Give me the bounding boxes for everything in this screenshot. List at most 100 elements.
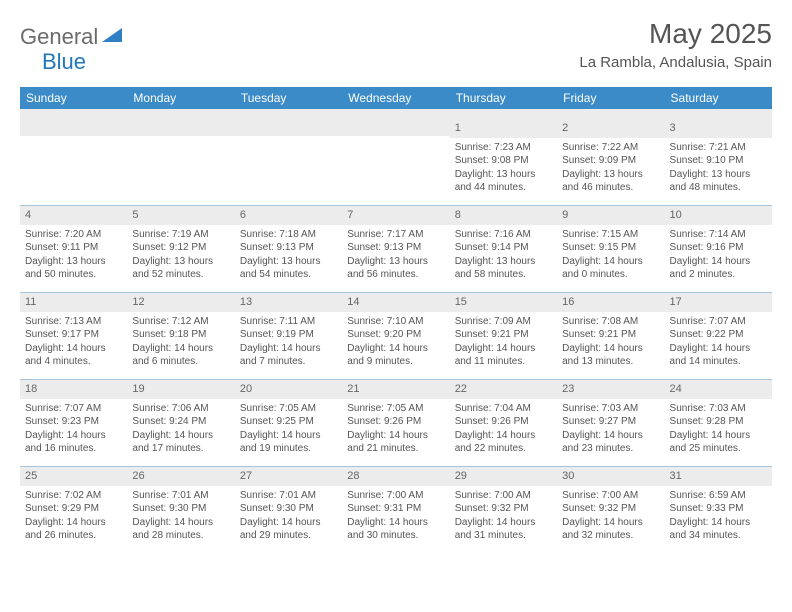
day-number: 4 xyxy=(20,206,127,225)
day-number: 18 xyxy=(20,380,127,399)
daylight-line: Daylight: 14 hours and 2 minutes. xyxy=(670,255,767,282)
daylight-line: Daylight: 14 hours and 21 minutes. xyxy=(347,429,444,456)
week-row: 4Sunrise: 7:20 AMSunset: 9:11 PMDaylight… xyxy=(20,205,772,292)
day-cell xyxy=(127,119,234,205)
day-cell: 5Sunrise: 7:19 AMSunset: 9:12 PMDaylight… xyxy=(127,206,234,292)
day-header: Thursday xyxy=(450,87,557,109)
day-number: 3 xyxy=(665,119,772,138)
day-number: 30 xyxy=(557,467,664,486)
daylight-line: Daylight: 13 hours and 46 minutes. xyxy=(562,168,659,195)
daylight-line: Daylight: 14 hours and 0 minutes. xyxy=(562,255,659,282)
day-cell: 21Sunrise: 7:05 AMSunset: 9:26 PMDayligh… xyxy=(342,380,449,466)
sunrise-line: Sunrise: 7:06 AM xyxy=(132,402,229,416)
day-number: 2 xyxy=(557,119,664,138)
sunset-line: Sunset: 9:25 PM xyxy=(240,415,337,429)
day-number: 15 xyxy=(450,293,557,312)
sunset-line: Sunset: 9:17 PM xyxy=(25,328,122,342)
sunset-line: Sunset: 9:30 PM xyxy=(132,502,229,516)
sunset-line: Sunset: 9:18 PM xyxy=(132,328,229,342)
day-cell: 20Sunrise: 7:05 AMSunset: 9:25 PMDayligh… xyxy=(235,380,342,466)
sunset-line: Sunset: 9:16 PM xyxy=(670,241,767,255)
day-number xyxy=(127,119,234,136)
day-cell: 31Sunrise: 6:59 AMSunset: 9:33 PMDayligh… xyxy=(665,467,772,553)
day-number: 5 xyxy=(127,206,234,225)
daylight-line: Daylight: 14 hours and 30 minutes. xyxy=(347,516,444,543)
sunset-line: Sunset: 9:33 PM xyxy=(670,502,767,516)
brand-triangle-icon xyxy=(102,26,124,49)
brand-name-1: General xyxy=(20,24,98,50)
day-cell: 9 Sunrise: 7:15 AMSunset: 9:15 PMDaylight… xyxy=(557,206,664,292)
day-cell: 19Sunrise: 7:06 AMSunset: 9:24 PMDayligh… xyxy=(127,380,234,466)
daylight-line: Daylight: 14 hours and 7 minutes. xyxy=(240,342,337,369)
sunrise-line: Sunrise: 7:16 AM xyxy=(455,228,552,242)
sunrise-line: Sunrise: 7:01 AM xyxy=(132,489,229,503)
week-row: 18Sunrise: 7:07 AMSunset: 9:23 PMDayligh… xyxy=(20,379,772,466)
day-number: 1 xyxy=(450,119,557,138)
sunset-line: Sunset: 9:15 PM xyxy=(562,241,659,255)
day-cell: 24Sunrise: 7:03 AMSunset: 9:28 PMDayligh… xyxy=(665,380,772,466)
daylight-line: Daylight: 14 hours and 11 minutes. xyxy=(455,342,552,369)
sunset-line: Sunset: 9:24 PM xyxy=(132,415,229,429)
day-number: 11 xyxy=(20,293,127,312)
day-cell: 13Sunrise: 7:11 AMSunset: 9:19 PMDayligh… xyxy=(235,293,342,379)
day-cell: 10Sunrise: 7:14 AMSunset: 9:16 PMDayligh… xyxy=(665,206,772,292)
sunrise-line: Sunrise: 7:12 AM xyxy=(132,315,229,329)
day-header: Monday xyxy=(127,87,234,109)
daylight-line: Daylight: 14 hours and 28 minutes. xyxy=(132,516,229,543)
day-number: 7 xyxy=(342,206,449,225)
week-row: 25Sunrise: 7:02 AMSunset: 9:29 PMDayligh… xyxy=(20,466,772,553)
day-cell: 3Sunrise: 7:21 AMSunset: 9:10 PMDaylight… xyxy=(665,119,772,205)
day-cell: 16Sunrise: 7:08 AMSunset: 9:21 PMDayligh… xyxy=(557,293,664,379)
sunrise-line: Sunrise: 7:23 AM xyxy=(455,141,552,155)
day-number: 24 xyxy=(665,380,772,399)
daylight-line: Daylight: 14 hours and 6 minutes. xyxy=(132,342,229,369)
day-number: 16 xyxy=(557,293,664,312)
sunset-line: Sunset: 9:29 PM xyxy=(25,502,122,516)
sunrise-line: Sunrise: 7:05 AM xyxy=(347,402,444,416)
daylight-line: Daylight: 14 hours and 25 minutes. xyxy=(670,429,767,456)
sunrise-line: Sunrise: 7:09 AM xyxy=(455,315,552,329)
sunset-line: Sunset: 9:32 PM xyxy=(455,502,552,516)
sunset-line: Sunset: 9:14 PM xyxy=(455,241,552,255)
sunrise-line: Sunrise: 7:11 AM xyxy=(240,315,337,329)
day-cell: 4Sunrise: 7:20 AMSunset: 9:11 PMDaylight… xyxy=(20,206,127,292)
month-title: May 2025 xyxy=(579,18,772,50)
sunrise-line: Sunrise: 7:00 AM xyxy=(347,489,444,503)
day-number: 17 xyxy=(665,293,772,312)
daylight-line: Daylight: 14 hours and 22 minutes. xyxy=(455,429,552,456)
sunrise-line: Sunrise: 6:59 AM xyxy=(670,489,767,503)
sunrise-line: Sunrise: 7:07 AM xyxy=(25,402,122,416)
sunset-line: Sunset: 9:11 PM xyxy=(25,241,122,255)
sunrise-line: Sunrise: 7:15 AM xyxy=(562,228,659,242)
daylight-line: Daylight: 14 hours and 23 minutes. xyxy=(562,429,659,456)
week-row: 1 Sunrise: 7:23 AMSunset: 9:08 PM Daylight… xyxy=(20,119,772,205)
day-number: 22 xyxy=(450,380,557,399)
sunset-line: Sunset: 9:21 PM xyxy=(455,328,552,342)
daylight-line: Daylight: 13 hours and 58 minutes. xyxy=(455,255,552,282)
day-number: 6 xyxy=(235,206,342,225)
day-number: 8 xyxy=(450,206,557,225)
day-number: 9 xyxy=(557,206,664,225)
day-number: 10 xyxy=(665,206,772,225)
day-cell: 29Sunrise: 7:00 AMSunset: 9:32 PMDayligh… xyxy=(450,467,557,553)
sunset-line: Sunset: 9:08 PM xyxy=(455,154,552,168)
day-number: 21 xyxy=(342,380,449,399)
calendar: SundayMondayTuesdayWednesdayThursdayFrid… xyxy=(20,87,772,553)
day-number xyxy=(342,119,449,136)
sunset-line: Sunset: 9:10 PM xyxy=(670,154,767,168)
sunrise-line: Sunrise: 7:10 AM xyxy=(347,315,444,329)
day-number: 31 xyxy=(665,467,772,486)
sunset-line: Sunset: 9:28 PM xyxy=(670,415,767,429)
day-cell: 8 Sunrise: 7:16 AMSunset: 9:14 PMDaylight… xyxy=(450,206,557,292)
day-header-row: SundayMondayTuesdayWednesdayThursdayFrid… xyxy=(20,87,772,109)
sunrise-line: Sunrise: 7:13 AM xyxy=(25,315,122,329)
day-number: 26 xyxy=(127,467,234,486)
sunset-line: Sunset: 9:09 PM xyxy=(562,154,659,168)
day-number: 19 xyxy=(127,380,234,399)
day-number: 12 xyxy=(127,293,234,312)
day-cell: 1Sunrise: 7:23 AMSunset: 9:08 PMDaylight… xyxy=(450,119,557,205)
daylight-line: Daylight: 13 hours and 50 minutes. xyxy=(25,255,122,282)
sunset-line: Sunset: 9:31 PM xyxy=(347,502,444,516)
day-number xyxy=(235,119,342,136)
day-header: Sunday xyxy=(20,87,127,109)
